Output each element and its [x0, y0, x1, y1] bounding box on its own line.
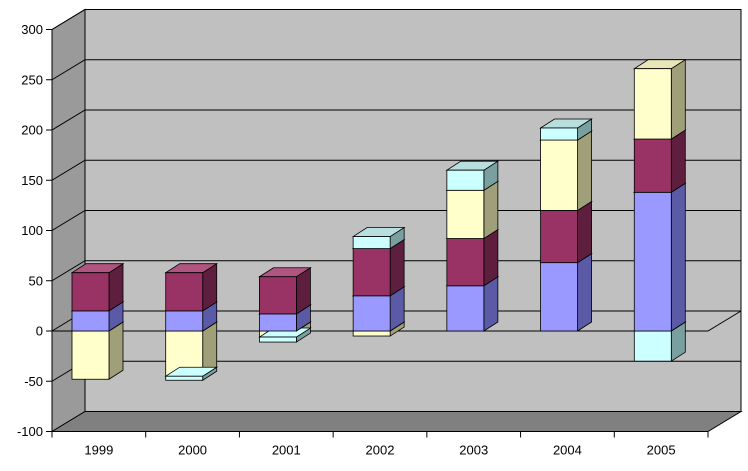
y-tick-label: -50	[24, 374, 43, 389]
y-tick-label: -100	[17, 424, 43, 439]
bar-front	[259, 336, 297, 343]
y-tick-label: 150	[21, 173, 43, 188]
gridline	[51, 59, 741, 81]
bar-side	[389, 238, 405, 297]
bar-front	[540, 127, 578, 141]
x-tick-label: 2000	[178, 443, 207, 458]
bar-front	[71, 310, 110, 332]
x-tick-label: 2003	[459, 443, 488, 458]
bars	[70, 58, 687, 381]
gridlines	[51, 9, 742, 382]
floor	[50, 411, 743, 432]
bar-front	[259, 313, 297, 332]
y-tick-label: 50	[29, 273, 43, 288]
bar-side	[670, 58, 686, 140]
bar-segment-positive	[445, 160, 500, 192]
bar-side	[108, 321, 124, 380]
gridline	[51, 109, 741, 131]
bar-front	[540, 262, 578, 332]
bar-front	[540, 139, 578, 211]
bar-segment-positive	[539, 118, 593, 141]
bar-front	[633, 330, 672, 362]
bar-segment-positive	[539, 200, 593, 264]
x-axis-ticks: 1999 2000 2001 2002 2003 2004 2005	[51, 431, 709, 458]
bar-side	[483, 180, 499, 240]
x-tick-label: 2002	[366, 443, 395, 458]
bar-side	[670, 182, 686, 332]
y-tick-label: 200	[21, 123, 43, 138]
bar-front	[633, 68, 672, 140]
bar-front	[352, 236, 391, 249]
bar-segment-positive	[632, 182, 687, 332]
bar-segment-positive	[351, 226, 406, 250]
bar-front	[165, 375, 204, 381]
y-tick-label: 300	[21, 22, 43, 37]
bar-front	[446, 189, 485, 239]
bar-front	[446, 169, 485, 191]
y-tick-label: 100	[21, 223, 43, 238]
bar-front	[259, 276, 297, 315]
bar-segment-positive	[164, 262, 219, 312]
bar-front	[352, 330, 391, 337]
bar-front	[540, 209, 578, 264]
bar-front	[71, 272, 110, 312]
bar-side	[577, 130, 592, 212]
gridline	[51, 9, 741, 30]
gridline	[51, 159, 741, 181]
bar-side	[670, 129, 686, 194]
bar-front	[165, 310, 204, 332]
bar-side	[577, 200, 592, 264]
bar-front	[633, 191, 672, 332]
bar-front	[633, 138, 672, 193]
bar-side	[483, 228, 499, 287]
x-tick-label: 2005	[647, 443, 676, 458]
bar-front	[165, 272, 204, 312]
bar-front	[352, 295, 391, 332]
gridline	[51, 210, 741, 231]
gridline	[51, 260, 741, 282]
bar-segment-positive	[258, 266, 312, 315]
y-tick-label: 250	[21, 72, 43, 87]
y-axis-ticks: 300 250 200 150 100 50 0 -50 -100	[17, 22, 52, 439]
bar-front	[352, 248, 391, 297]
x-tick-label: 1999	[84, 443, 113, 458]
bar-segment-negative	[164, 366, 219, 381]
bar-front	[71, 330, 110, 380]
bar-segment-positive	[539, 252, 593, 332]
bar-segment-positive	[539, 130, 593, 212]
bar-side	[483, 276, 499, 332]
x-tick-label: 2004	[553, 443, 582, 458]
x-tick-label: 2001	[272, 443, 301, 458]
bar-front	[446, 285, 485, 332]
bar-side	[577, 252, 592, 332]
bar-front	[446, 238, 485, 287]
bar-segment-positive	[70, 262, 125, 312]
bar-segment-positive	[632, 58, 687, 140]
y-tick-label: 0	[36, 324, 43, 339]
